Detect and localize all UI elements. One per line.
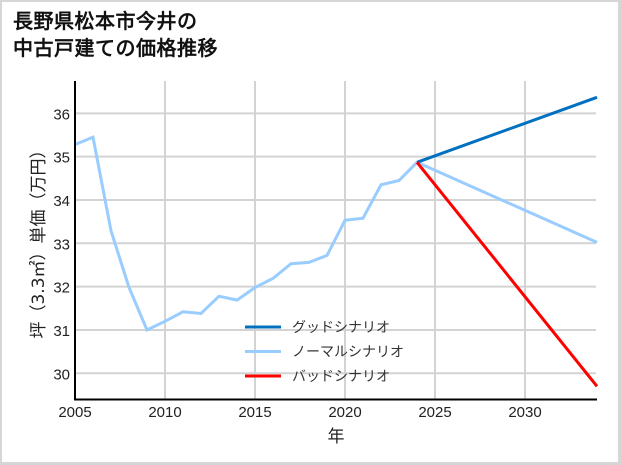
x-tick-label: 2010: [148, 404, 181, 421]
x-tick-label: 2015: [238, 404, 271, 421]
legend-label: ノーマルシナリオ: [292, 345, 404, 361]
y-tick-label: 34: [53, 193, 70, 210]
x-tick-label: 2020: [328, 404, 361, 421]
series-line: [74, 135, 419, 333]
chart-title: 長野県松本市今井の 中古戸建ての価格推移: [13, 9, 218, 60]
legend-label: バッドシナリオ: [292, 369, 390, 385]
gridlines: [75, 81, 596, 399]
y-tick-labels: 30 31 32 33 34 35 36: [53, 106, 70, 383]
y-tick-label: 33: [53, 236, 70, 253]
x-axis-label: 年: [328, 427, 345, 447]
x-tick-label: 2030: [508, 404, 541, 421]
series-line: [416, 95, 598, 164]
y-tick-label: 36: [53, 106, 70, 123]
axes: [74, 81, 597, 401]
y-tick-label: 31: [53, 323, 70, 340]
y-axis-label: 坪（3.3㎡）単価（万円）: [29, 141, 49, 338]
x-tick-label: 2025: [418, 404, 451, 421]
y-tick-label: 30: [53, 366, 70, 383]
series-line: [416, 160, 598, 244]
data-series: [74, 95, 599, 388]
x-tick-label: 2005: [58, 404, 91, 421]
y-tick-label: 35: [53, 150, 70, 167]
x-tick-labels: 2005 2010 2015 2020 2025 2030: [58, 404, 541, 421]
series-line: [415, 161, 599, 388]
legend-label: グッドシナリオ: [292, 320, 390, 336]
y-tick-label: 32: [53, 280, 70, 297]
